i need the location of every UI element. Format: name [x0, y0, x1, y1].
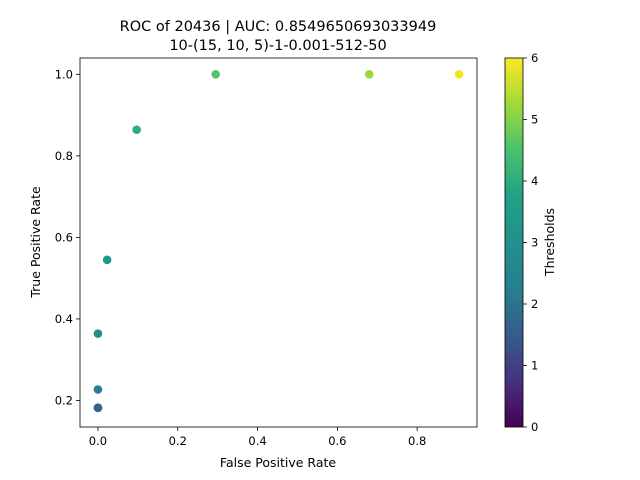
scatter-point	[132, 125, 141, 135]
colorbar-label: Thresholds	[542, 208, 557, 277]
colorbar-tick-label: 3	[531, 236, 538, 250]
y-axis-label: True Positive Rate	[28, 186, 43, 299]
y-tick-label: 0.8	[55, 149, 73, 163]
y-tick-label: 0.4	[55, 312, 73, 326]
y-tick-label: 0.6	[55, 230, 73, 244]
scatter-point	[454, 70, 464, 79]
y-tick-label: 0.2	[55, 393, 73, 407]
x-tick-label: 0.0	[89, 434, 107, 448]
scatter-point	[364, 70, 374, 79]
plot-area: 0.0 0.2 0.4 0.6 0.8 0.2 0.4 0.6 0.8 1.0	[55, 57, 478, 448]
colorbar-tick-label: 1	[531, 359, 538, 373]
scatter-point	[211, 70, 220, 79]
x-tick-label: 0.4	[248, 434, 266, 448]
colorbar-tick-label: 6	[531, 51, 538, 65]
colorbar-tick-label: 0	[531, 420, 538, 434]
x-tick-label: 0.8	[408, 434, 426, 448]
scatter-point	[102, 255, 112, 265]
colorbar-tick-label: 2	[531, 297, 538, 311]
x-tick-label: 0.2	[169, 434, 187, 448]
scatter-point	[93, 403, 103, 413]
colorbar: 0 1 2 3 4 5 6 Thresholds	[504, 51, 557, 434]
chart-title-line-2: 10-(15, 10, 5)-1-0.001-512-50	[169, 38, 386, 54]
y-axis-ticks: 0.2 0.4 0.6 0.8 1.0	[55, 67, 80, 407]
x-tick-label: 0.6	[328, 434, 346, 448]
colorbar-gradient	[504, 57, 524, 428]
scatter-point	[93, 329, 103, 338]
scatter-point	[93, 385, 103, 394]
colorbar-ticks: 0 1 2 3 4 5 6	[523, 51, 538, 434]
x-axis-label: False Positive Rate	[220, 455, 336, 470]
y-tick-label: 1.0	[55, 67, 73, 81]
x-axis-ticks: 0.0 0.2 0.4 0.6 0.8	[89, 427, 426, 448]
colorbar-tick-label: 5	[531, 113, 538, 127]
chart-title-line-1: ROC of 20436 | AUC: 0.8549650693033949	[120, 19, 437, 35]
scatter-points	[93, 70, 464, 413]
colorbar-tick-label: 4	[531, 174, 538, 188]
plot-frame	[79, 57, 478, 428]
